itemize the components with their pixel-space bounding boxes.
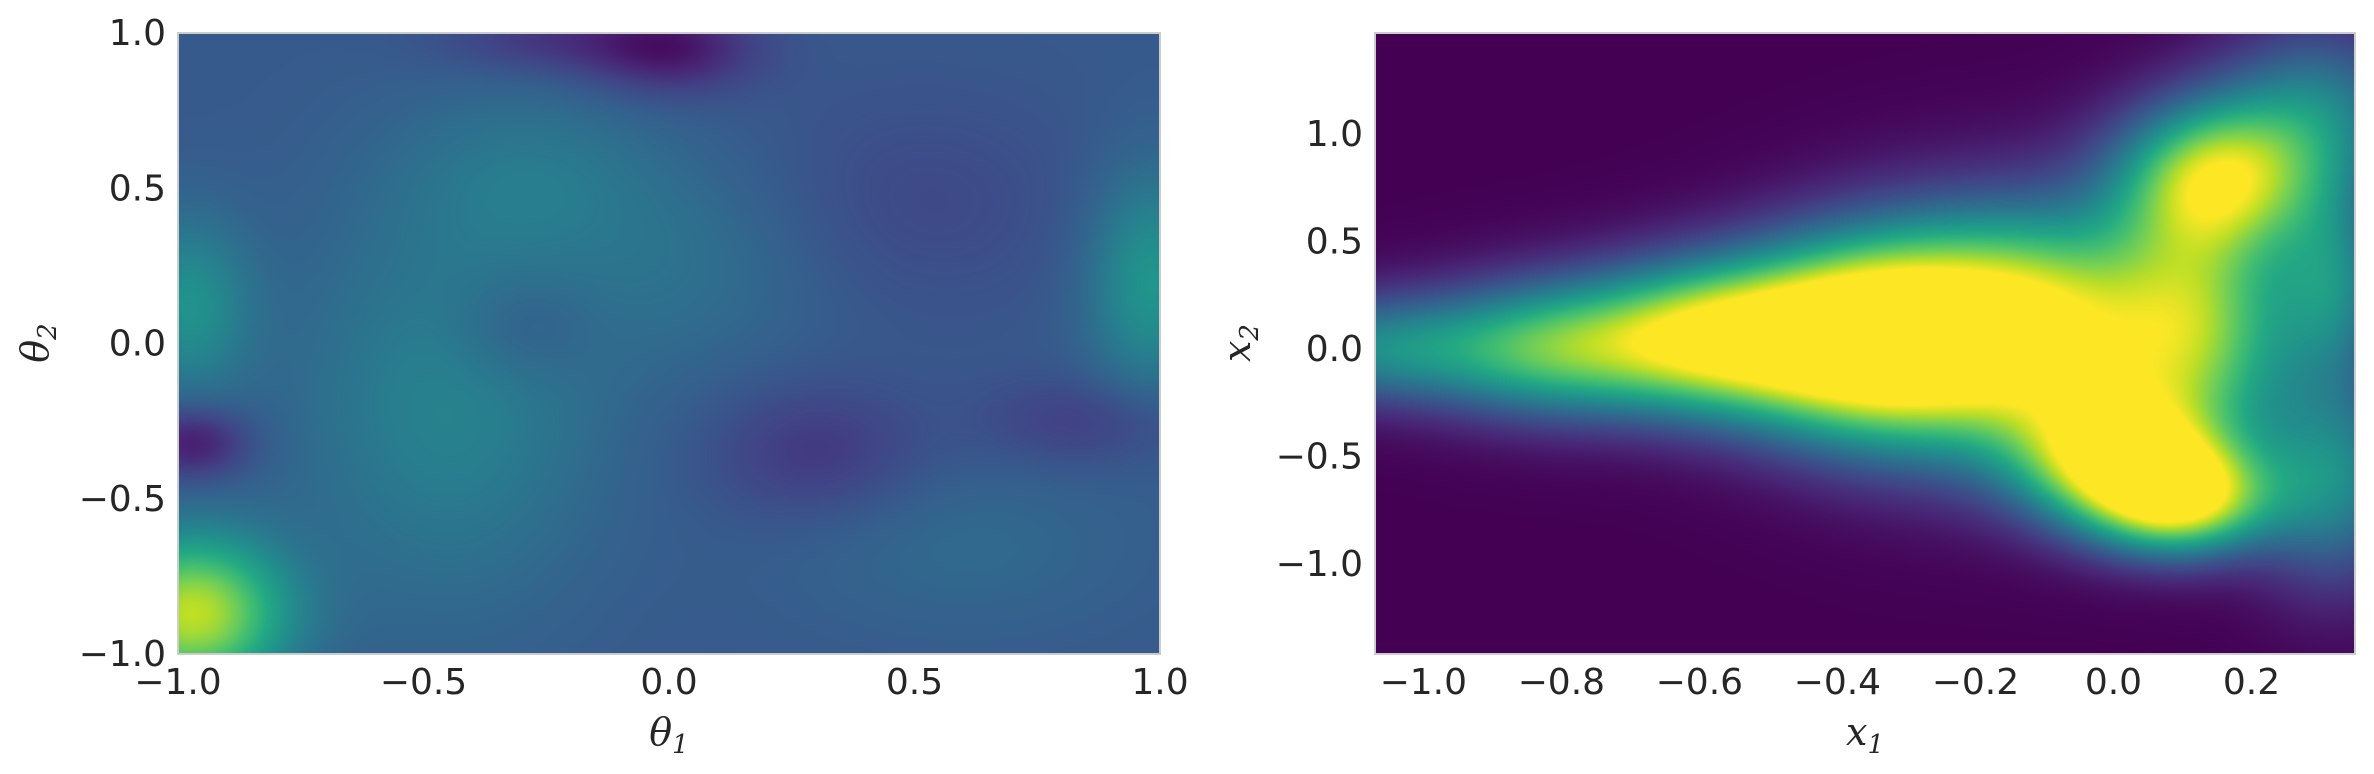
right-x-axis-label-subscript: 1 xyxy=(1867,730,1884,760)
left-y-tick-label: −1.0 xyxy=(79,634,166,675)
left-x-axis-label-symbol: θ xyxy=(649,710,672,754)
left-x-axis-label: θ1 xyxy=(649,710,688,760)
left-y-tick-label: 0.0 xyxy=(109,324,166,365)
right-x-tick-label: 0.2 xyxy=(2223,662,2280,703)
right-x-tick-label: −0.8 xyxy=(1518,662,1605,703)
right-x-axis-label-symbol: x xyxy=(1846,710,1867,754)
right-y-tick-label: 0.0 xyxy=(1306,329,1363,370)
right-plot-frame xyxy=(1374,32,2356,655)
right-y-tick-label: 1.0 xyxy=(1306,114,1363,155)
left-x-tick-label: 0.5 xyxy=(886,662,943,703)
left-x-tick-label: 1.0 xyxy=(1131,662,1188,703)
left-y-axis-label-symbol: θ xyxy=(13,340,57,363)
left-heatmap-image xyxy=(178,33,1160,654)
right-y-tick-label: −1.0 xyxy=(1276,544,1363,585)
right-x-tick-label: −0.6 xyxy=(1656,662,1743,703)
right-y-tick-label: 0.5 xyxy=(1306,221,1363,262)
right-y-axis-label-subscript: 2 xyxy=(1235,324,1265,342)
left-x-tick-label: −1.0 xyxy=(134,662,221,703)
right-x-tick-label: −1.0 xyxy=(1380,662,1467,703)
right-heatmap-panel: −1.0 −0.8 −0.6 −0.4 −0.2 0.0 0.2 1.0 0.5 0.0 −0.5… xyxy=(1215,32,2356,760)
left-x-tick-labels: −1.0 −0.5 0.0 0.5 1.0 xyxy=(134,662,1188,703)
left-heatmap-panel: −1.0 −0.5 0.0 0.5 1.0 1.00.50.0−0.5−1.0 θ1 θ… xyxy=(13,13,1189,760)
left-x-tick-label: 0.0 xyxy=(640,662,697,703)
right-x-tick-labels: −1.0 −0.8 −0.6 −0.4 −0.2 0.0 0.2 xyxy=(1380,662,2281,703)
right-y-axis-label-symbol: x xyxy=(1215,341,1259,362)
left-y-axis-label-subscript: 2 xyxy=(33,323,63,341)
left-y-tick-labels: 1.0 0.5 0.0 −0.5 −1.0 xyxy=(79,13,166,675)
left-plot-frame xyxy=(177,32,1161,655)
right-x-tick-label: −0.4 xyxy=(1794,662,1881,703)
right-y-tick-labels: 1.0 0.5 0.0 −0.5 −1.0 xyxy=(1276,114,1363,585)
left-y-tick-label: −0.5 xyxy=(79,479,166,520)
right-y-tick-label: −0.5 xyxy=(1276,436,1363,477)
left-y-axis-label: θ2 xyxy=(13,323,63,362)
right-x-axis-label: x1 xyxy=(1846,710,1884,760)
right-x-tick-label: −0.2 xyxy=(1932,662,2019,703)
left-y-tick-label: 0.5 xyxy=(109,168,166,209)
left-x-tick-label: −0.5 xyxy=(380,662,467,703)
right-y-axis-label: x2 xyxy=(1215,324,1265,362)
right-x-tick-label: 0.0 xyxy=(2085,662,2142,703)
right-heatmap-image xyxy=(1375,33,2355,654)
left-y-tick-label: 1.0 xyxy=(109,13,166,54)
left-x-axis-label-subscript: 1 xyxy=(672,730,689,760)
